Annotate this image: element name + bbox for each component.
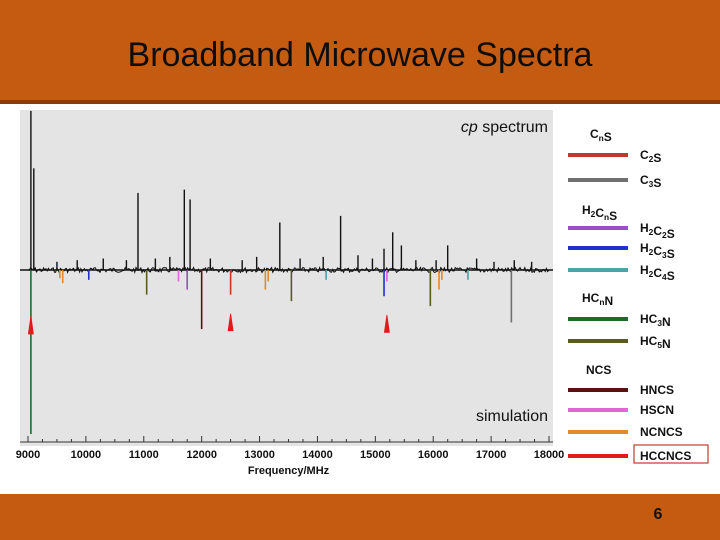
x-axis-label: Frequency/MHz [248, 465, 330, 477]
legend-item-H2C3S: H2C3S [640, 241, 675, 261]
simulated-spectrum [27, 270, 513, 434]
simulated-line-HCCNCS [227, 313, 234, 332]
legend-item-HC3N: HC3N [640, 312, 671, 329]
x-tick-label: 12000 [186, 449, 217, 461]
observed-spectrum [30, 110, 533, 270]
legend-item-C2S: C2S [640, 148, 661, 165]
legend-group-header: H2CnS [582, 203, 617, 223]
title-divider [0, 100, 720, 104]
footer-band [0, 494, 720, 540]
legend-item-NCNCS: NCNCS [640, 425, 683, 439]
x-tick-label: 16000 [418, 449, 449, 461]
title-band: Broadband Microwave Spectra [0, 0, 720, 100]
legend-highlight-box [633, 444, 709, 464]
baseline-noise [20, 266, 553, 275]
cp-spectrum-label: cp spectrum [461, 119, 548, 136]
legend-group-header: HCnN [582, 291, 613, 308]
x-tick-label: 15000 [360, 449, 391, 461]
page-number: 6 [653, 506, 663, 523]
legend-item-HNCS: HNCS [640, 383, 674, 397]
legend-item-H2C4S: H2C4S [640, 263, 675, 283]
plot-background [20, 110, 553, 446]
legend-item-C3S: C3S [640, 173, 661, 190]
legend-group-header: CnS [590, 127, 612, 144]
simulated-line-HCCNCS [383, 314, 390, 333]
x-tick-label: 17000 [476, 449, 507, 461]
x-axis: 9000 10000 11000 12000 13000 14000 15000 16000 1… [16, 436, 565, 477]
legend-item-HC5N: HC5N [640, 334, 671, 351]
slide-title: Broadband Microwave Spectra [127, 36, 593, 74]
annotations: cp spectrum simulation [461, 119, 548, 425]
legend-item-HCCNCS: HCCNCS [640, 449, 691, 463]
x-tick-label: 18000 [534, 449, 565, 461]
legend-background [553, 110, 720, 494]
x-tick-label: 13000 [244, 449, 275, 461]
legend-item-HSCN: HSCN [640, 403, 674, 417]
x-tick-label: 9000 [16, 449, 40, 461]
simulated-line-HCCNCS [27, 315, 34, 335]
x-tick-label: 10000 [71, 449, 102, 461]
x-tick-label: 14000 [302, 449, 333, 461]
spectrum-chart: 9000 10000 11000 12000 13000 14000 15000 16000 1… [16, 110, 720, 494]
x-tick-label: 11000 [129, 449, 159, 461]
simulation-label: simulation [476, 408, 548, 425]
legend-item-H2C2S: H2C2S [640, 221, 675, 241]
legend-group-header: NCS [586, 363, 611, 377]
